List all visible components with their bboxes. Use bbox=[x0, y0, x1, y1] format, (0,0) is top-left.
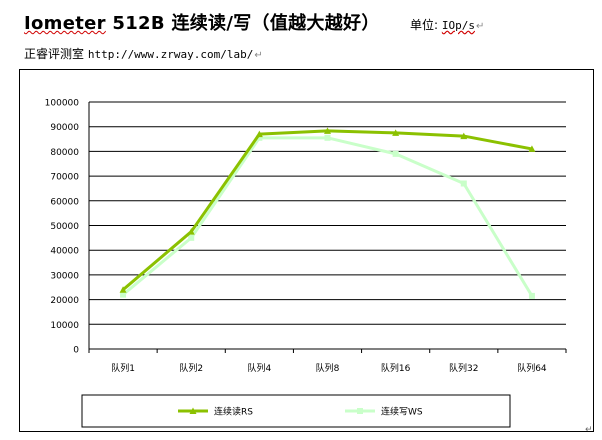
data-point bbox=[324, 134, 331, 141]
data-point bbox=[324, 127, 331, 134]
legend-label: 连续读RS bbox=[214, 406, 253, 418]
y-tick-label: 60000 bbox=[50, 197, 79, 207]
data-point bbox=[460, 180, 467, 187]
x-tick-label: 队列32 bbox=[449, 362, 478, 374]
paragraph-mark-icon: ↵ bbox=[585, 425, 593, 435]
chart-title: Iometer 512B 连续读/写（值越大越好） bbox=[24, 9, 380, 34]
y-tick-label: 90000 bbox=[50, 123, 79, 133]
data-point bbox=[255, 130, 263, 138]
y-tick-label: 10000 bbox=[50, 321, 79, 331]
x-tick-label: 队列2 bbox=[179, 362, 203, 374]
x-tick-label: 队列4 bbox=[247, 362, 271, 374]
legend-marker bbox=[189, 407, 197, 414]
paragraph-mark-icon: ↵ bbox=[475, 21, 485, 32]
data-point bbox=[528, 145, 536, 152]
paragraph-mark-icon: ↵ bbox=[254, 50, 263, 61]
x-tick-label: 队列16 bbox=[381, 362, 411, 374]
title-prefix: Iometer bbox=[24, 13, 106, 34]
legend bbox=[81, 394, 511, 428]
x-tick-label: 队列1 bbox=[111, 362, 135, 374]
data-point bbox=[392, 150, 399, 157]
source-line: 正睿评测室 http://www.zrway.com/lab/↵ bbox=[24, 45, 263, 62]
data-point bbox=[119, 286, 127, 293]
x-tick-label: 队列8 bbox=[316, 362, 340, 374]
x-tick-label: 队列64 bbox=[517, 362, 547, 374]
y-tick-label: 70000 bbox=[50, 173, 79, 183]
unit-label-text: 单位: bbox=[410, 18, 442, 32]
y-tick-label: 40000 bbox=[50, 247, 79, 257]
y-tick-label: 80000 bbox=[50, 148, 79, 158]
data-point bbox=[256, 134, 263, 141]
data-point bbox=[188, 234, 195, 241]
data-point bbox=[528, 292, 535, 299]
data-point bbox=[392, 129, 400, 136]
y-tick-label: 30000 bbox=[50, 271, 79, 281]
series-line bbox=[122, 136, 534, 297]
y-tick-label: 100000 bbox=[45, 99, 80, 109]
legend-marker bbox=[357, 408, 363, 414]
y-tick-label: 20000 bbox=[50, 296, 79, 306]
chart-frame bbox=[19, 69, 594, 432]
y-tick-label: 0 bbox=[73, 346, 79, 356]
source-url[interactable]: http://www.zrway.com/lab/ bbox=[87, 48, 254, 61]
unit-label: 单位: IOp/s↵ bbox=[410, 16, 484, 33]
source-name: 正睿评测室 bbox=[24, 47, 88, 61]
data-point bbox=[187, 228, 195, 235]
data-point bbox=[460, 132, 468, 140]
legend-label: 连续写WS bbox=[381, 406, 423, 418]
unit-value: IOp/s bbox=[441, 19, 475, 32]
data-point bbox=[120, 291, 127, 298]
title-rest: 512B 连续读/写（值越大越好） bbox=[105, 13, 380, 34]
y-tick-label: 50000 bbox=[50, 222, 79, 232]
series-line bbox=[122, 129, 533, 291]
